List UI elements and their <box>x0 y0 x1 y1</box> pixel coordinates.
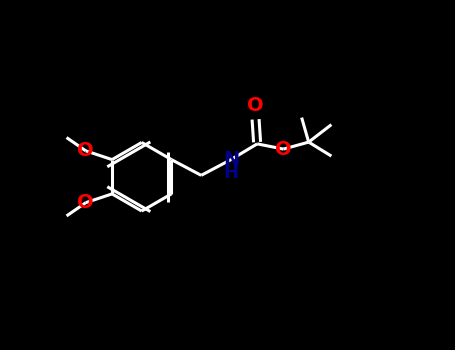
Text: O: O <box>77 194 94 212</box>
Text: O: O <box>77 141 94 160</box>
Text: O: O <box>275 140 292 159</box>
Text: N: N <box>223 150 239 169</box>
Text: O: O <box>247 96 264 115</box>
Text: H: H <box>224 164 239 182</box>
